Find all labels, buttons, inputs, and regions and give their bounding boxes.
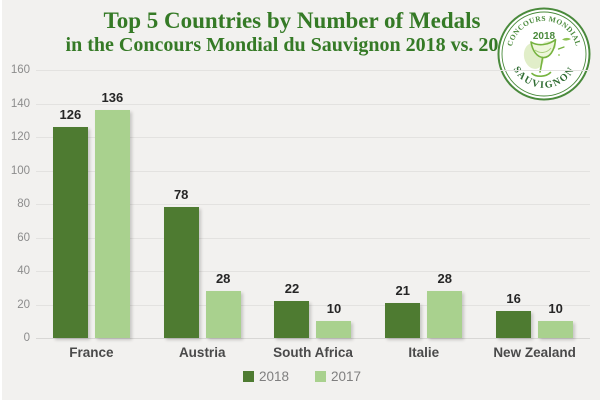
bar-group-south-africa: 22 10 — [258, 70, 369, 338]
legend-swatch-2017 — [315, 371, 326, 382]
y-axis-tick-120: 120 — [10, 131, 30, 143]
value-label-2017-austria: 28 — [215, 271, 231, 287]
value-label-2017-new-zealand: 10 — [548, 301, 563, 317]
y-axis-tick-40: 40 — [17, 265, 30, 277]
bar-cell-2018-south-africa: 22 — [274, 281, 310, 338]
bar-cell-2018-italie: 21 — [385, 282, 421, 338]
plot-area: 0 20 40 60 80 100 120 140 160 126 136 78 28 22 10 21 28… — [11, 64, 590, 344]
category-label-south-africa: South Africa — [273, 345, 353, 360]
chart-subtitle: in the Concours Mondial du Sauvignon 201… — [65, 34, 519, 56]
legend-entry-2017: 2017 — [315, 369, 361, 384]
bar-cell-2017-italie: 28 — [427, 271, 463, 338]
gridline-120 — [36, 137, 590, 138]
category-label-austria: Austria — [178, 345, 226, 360]
bar-group-new-zealand: 16 10 — [479, 70, 590, 338]
bar-group-italie: 21 28 — [368, 70, 479, 338]
legend-label-2017: 2017 — [331, 369, 362, 384]
bar-2018-france — [52, 127, 88, 338]
x-axis: France Austria South Africa Italie New Zeala… — [36, 345, 590, 360]
legend-swatch-2018 — [242, 371, 254, 382]
bar-cell-2017-new-zealand: 10 — [538, 301, 574, 338]
bar-group-austria: 78 28 — [147, 70, 258, 338]
badge-stamp-icon: CONCOURS MONDIAL 2018 SAUVIGNON — [497, 7, 591, 101]
y-axis-tick-140: 140 — [10, 97, 30, 110]
bar-cell-2017-france: 136 — [94, 90, 130, 338]
value-label-2018-south-africa: 22 — [284, 281, 300, 297]
legend: 2018 2017 — [2, 369, 600, 384]
value-label-2017-france: 136 — [101, 90, 124, 106]
bar-cell-2017-austria: 28 — [205, 271, 241, 338]
chart-title: Top 5 Countries by Number of Medals — [103, 8, 481, 33]
y-axis-tick-100: 100 — [10, 164, 30, 177]
value-label-2018-france: 126 — [59, 107, 82, 122]
category-label-italie: Italie — [408, 345, 440, 360]
bar-2017-austria — [205, 291, 241, 338]
bar-2017-france — [94, 110, 130, 338]
bar-cell-2018-austria: 78 — [163, 187, 199, 338]
bar-2018-south-africa — [274, 301, 310, 338]
bar-2017-south-africa — [316, 321, 352, 338]
value-label-2017-south-africa: 10 — [326, 301, 342, 317]
value-label-2018-austria: 78 — [173, 187, 189, 203]
y-axis-tick-160: 160 — [10, 64, 30, 76]
value-label-2018-new-zealand: 16 — [506, 291, 521, 307]
bar-2018-new-zealand — [496, 311, 532, 338]
value-label-2017-italie: 28 — [437, 271, 453, 287]
legend-label-2018: 2018 — [258, 369, 289, 384]
bar-cell-2018-france: 126 — [52, 107, 88, 338]
bar-2017-italie — [427, 291, 463, 338]
gridline-60 — [36, 237, 590, 239]
chart-header: Top 5 Countries by Number of Medals in t… — [2, 8, 582, 57]
category-label-france: France — [69, 345, 114, 360]
bar-2017-new-zealand — [538, 321, 574, 338]
gridline-80 — [36, 204, 590, 205]
gridline-100 — [36, 170, 590, 172]
badge-year: 2018 — [533, 31, 556, 42]
gridline-140 — [36, 103, 590, 105]
bar-group-france: 126 136 — [36, 70, 147, 338]
y-axis-tick-60: 60 — [17, 231, 30, 244]
bar-2018-italie — [385, 302, 421, 338]
bar-cell-2018-new-zealand: 16 — [496, 291, 532, 338]
bar-groups: 126 136 78 28 22 10 21 28 16 10 — [36, 70, 590, 338]
y-axis-tick-0: 0 — [23, 332, 30, 344]
concours-mondial-badge: CONCOURS MONDIAL 2018 SAUVIGNON — [496, 6, 592, 102]
badge-wine-glass-icon — [523, 37, 571, 77]
gridline-0 — [36, 338, 590, 339]
gridline-40 — [36, 271, 590, 272]
gridline-160 — [36, 70, 590, 71]
legend-entry-2018: 2018 — [242, 369, 289, 384]
category-label-new-zealand: New Zealand — [493, 345, 576, 360]
y-axis-tick-20: 20 — [17, 298, 30, 311]
y-axis-tick-80: 80 — [17, 198, 30, 210]
bar-cell-2017-south-africa: 10 — [316, 301, 352, 338]
gridline-20 — [36, 304, 590, 306]
bar-2018-austria — [163, 207, 199, 338]
value-label-2018-italie: 21 — [395, 282, 411, 298]
